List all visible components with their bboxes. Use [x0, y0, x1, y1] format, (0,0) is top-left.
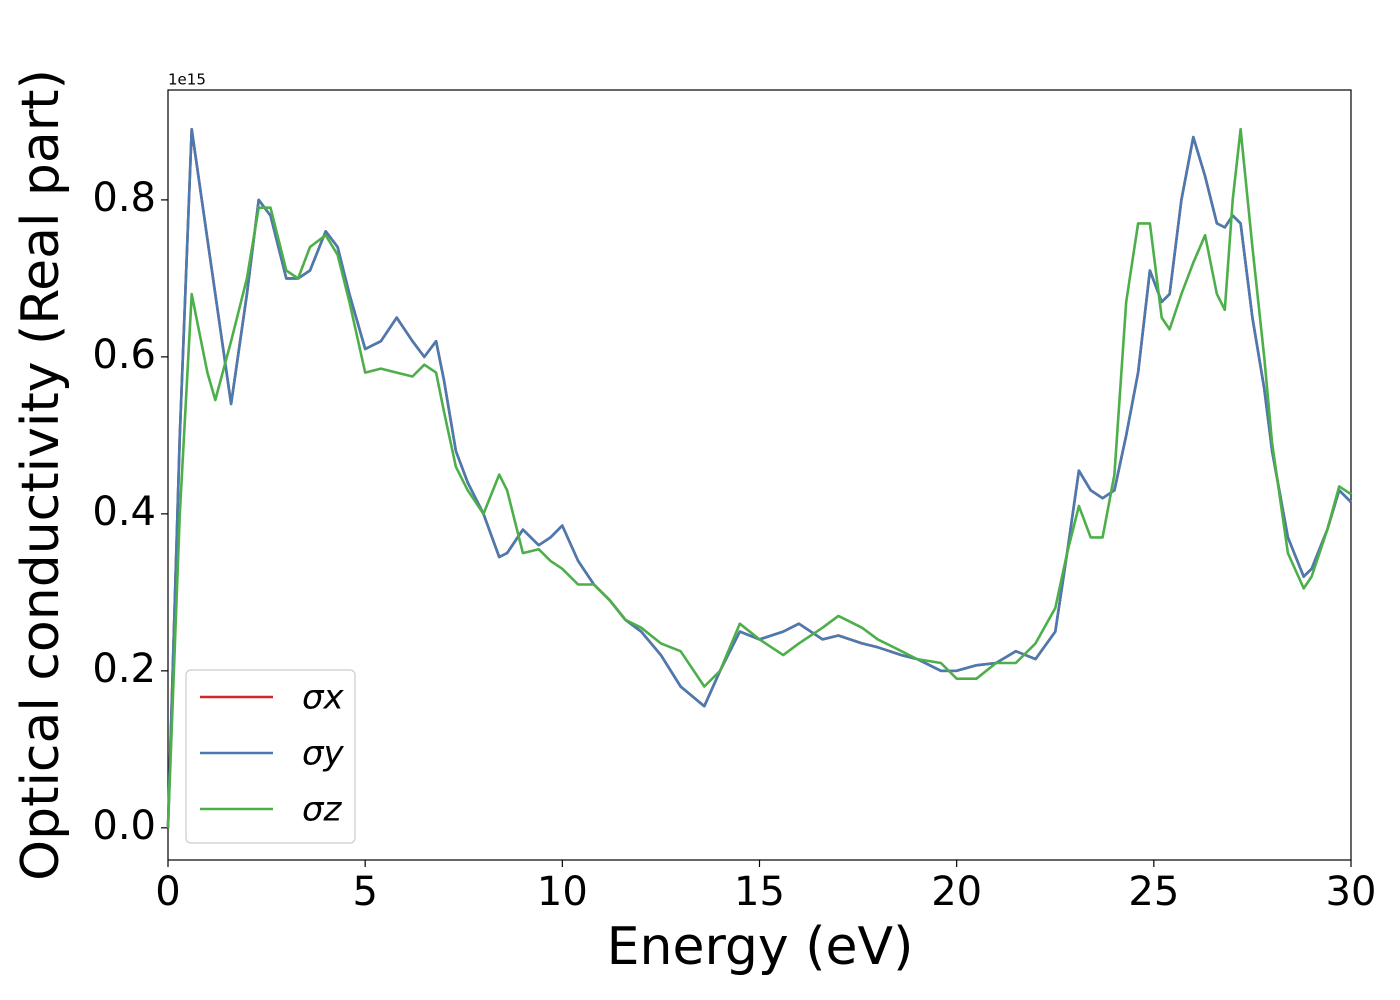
y-tick-label: 0.2 [92, 646, 156, 692]
y-tick-label: 0.0 [92, 803, 156, 849]
y-axis-label: Optical conductivity (Real part) [11, 69, 71, 881]
y-tick-label: 0.8 [92, 175, 156, 221]
legend-label: σz [302, 790, 343, 830]
x-tick-label: 5 [352, 869, 377, 915]
legend-box [185, 669, 356, 844]
x-tick-label: 10 [537, 869, 588, 915]
x-tick-label: 15 [734, 869, 785, 915]
x-axis-label: Energy (eV) [607, 917, 914, 977]
y-tick-label: 0.4 [92, 489, 156, 535]
x-tick-label: 20 [931, 869, 982, 915]
y-tick-label: 0.6 [92, 332, 156, 378]
legend-label: σx [302, 678, 345, 718]
plot-frame [167, 89, 1352, 861]
offset-label: 1e15 [168, 71, 206, 89]
legend-label: σy [302, 734, 345, 774]
x-tick-label: 30 [1326, 869, 1377, 915]
x-tick-label: 0 [155, 869, 180, 915]
x-tick-label: 25 [1128, 869, 1179, 915]
series-line [166, 127, 1352, 828]
